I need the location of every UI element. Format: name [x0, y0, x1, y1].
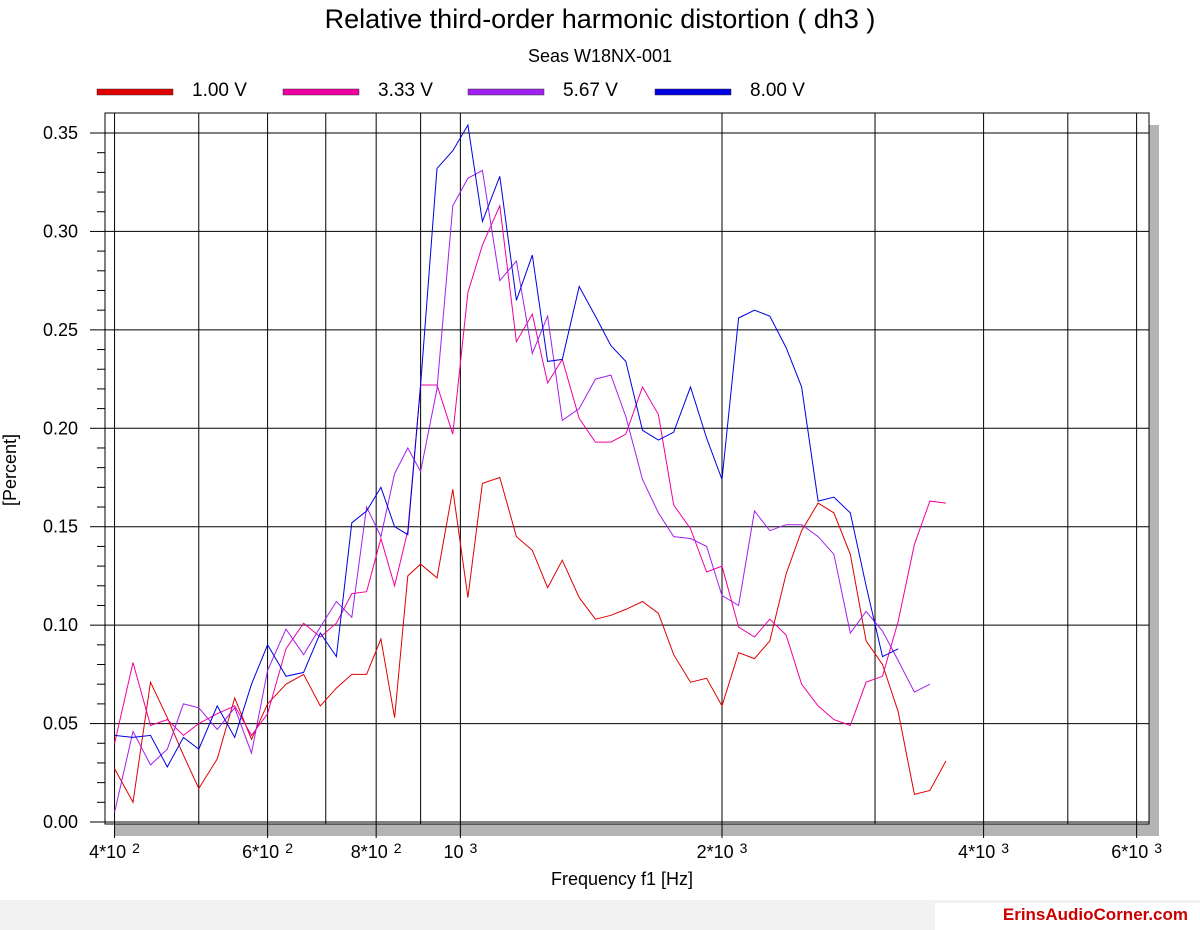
y-tick-label: 0.15: [43, 517, 78, 537]
series-line-800V: [114, 123, 899, 768]
chart-title: Relative third-order harmonic distortion…: [325, 4, 876, 34]
legend-label: 5.67 V: [563, 80, 618, 101]
x-tick-label: 10 3: [443, 840, 477, 862]
x-axis-label: Frequency f1 [Hz]: [551, 869, 693, 889]
y-tick-label: 0.00: [43, 812, 78, 832]
y-axis-label: [Percent]: [0, 434, 20, 506]
x-axis-ticks: 4*10 2 6*10 2 8*10 2 10 3 2*10 3 4*10 3 6*10 3: [89, 824, 1162, 862]
x-tick-label: 6*10 2: [242, 840, 293, 862]
legend-swatch: [654, 88, 732, 96]
legend-label: 3.33 V: [378, 80, 433, 101]
grid: [105, 113, 1149, 824]
footer-box: [935, 903, 1200, 930]
y-tick-label: 0.10: [43, 615, 78, 635]
legend-swatch: [282, 88, 360, 96]
x-tick-label: 4*10 3: [958, 840, 1009, 862]
chart: Relative third-order harmonic distortion…: [0, 4, 1162, 889]
y-tick-label: 0.05: [43, 714, 78, 734]
series-line-567V: [114, 169, 931, 813]
x-tick-label: 2*10 3: [697, 840, 748, 862]
legend-swatch: [467, 88, 545, 96]
legend-swatch: [96, 88, 174, 96]
y-tick-label: 0.25: [43, 320, 78, 340]
chart-subtitle: Seas W18NX-001: [528, 46, 672, 66]
legend: 1.00 V 3.33 V 5.67 V 8.00 V: [96, 80, 805, 101]
x-tick-label: 4*10 2: [89, 840, 140, 862]
x-tick-label: 8*10 2: [351, 840, 402, 862]
y-tick-label: 0.30: [43, 221, 78, 241]
series-line-100V: [114, 476, 947, 804]
series-line-333V: [114, 203, 946, 744]
y-axis-ticks: 0.00 0.05 0.10 0.15 0.20 0.25 0.30 0.35: [43, 123, 105, 832]
x-tick-label: 6*10 3: [1111, 840, 1162, 862]
y-tick-label: 0.35: [43, 123, 78, 143]
watermark: ErinsAudioCorner.com: [1002, 905, 1188, 924]
series-layer: [114, 123, 947, 813]
y-tick-label: 0.20: [43, 418, 78, 438]
legend-label: 1.00 V: [192, 80, 247, 101]
minor-ticks: [97, 152, 105, 803]
legend-label: 8.00 V: [750, 80, 805, 101]
